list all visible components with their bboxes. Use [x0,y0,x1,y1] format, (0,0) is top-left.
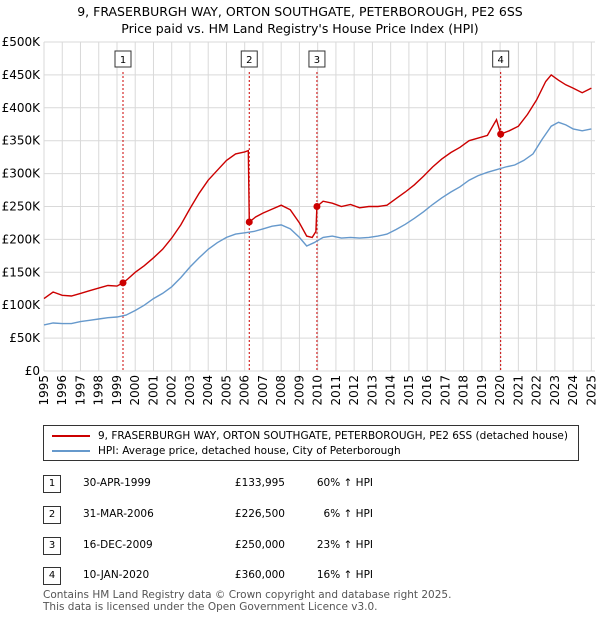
x-tick-label: 2004 [201,375,215,406]
sale-price: £250,000 [234,539,285,551]
sale-hpi-change: 23% ↑ HPI [316,539,373,551]
x-tick-label: 2003 [183,375,197,406]
sale-marker-label: 4 [497,55,503,66]
legend: 9, FRASERBURGH WAY, ORTON SOUTHGATE, PET… [43,425,579,461]
sale-marker-box [114,50,132,68]
x-tick-label: 1999 [110,375,124,406]
chart-grid [43,41,595,372]
chart-title: 9, FRASERBURGH WAY, ORTON SOUTHGATE, PET… [0,3,600,37]
price-chart: 1 2 3 4 £0 £50K £100K £150K £200K £250K £300K £350… [2,35,599,406]
x-tick-label: 2014 [384,375,398,406]
y-tick-label: £100K [2,298,42,312]
y-tick-label: £350K [2,134,42,148]
y-tick-label: £0 [25,364,40,378]
y-tick-label: £250K [2,200,42,214]
x-tick-label: 2000 [128,375,142,406]
y-axis-ticks: £0 £50K £100K £150K £200K £250K £300K £350K £400… [2,35,42,378]
x-tick-label: 2008 [274,375,288,406]
y-tick-label: £150K [2,265,42,279]
footer-line2: This data is licensed under the Open Gov… [43,601,378,613]
sale-date: 16-DEC-2009 [83,539,153,551]
sale-hpi-change: 16% ↑ HPI [316,569,373,581]
x-tick-label: 2006 [238,375,252,406]
chart-title-line1: 9, FRASERBURGH WAY, ORTON SOUTHGATE, PET… [77,4,523,19]
series-line-hpi [43,121,592,326]
sale-point [497,130,505,138]
x-tick-label: 2005 [219,375,233,406]
sale-price: £226,500 [234,508,285,520]
x-tick-label: 1995 [37,375,51,406]
x-tick-label: 2010 [311,375,325,406]
legend-swatch-property [52,435,90,437]
sale-marker-label: 3 [314,55,320,66]
sale-marker-label: 1 [120,55,126,66]
x-tick-label: 1997 [73,375,87,406]
sale-number-badge: 2 [43,506,61,524]
legend-label-property: 9, FRASERBURGH WAY, ORTON SOUTHGATE, PET… [98,430,568,442]
sale-hpi-change: 6% ↑ HPI [323,508,373,520]
footer: Contains HM Land Registry data © Crown c… [43,589,451,613]
x-tick-label: 2016 [420,375,434,406]
sale-number-badge: 1 [43,475,61,493]
legend-item-property: 9, FRASERBURGH WAY, ORTON SOUTHGATE, PET… [52,430,568,442]
legend-item-hpi: HPI: Average price, detached house, City… [52,445,401,457]
sale-date: 31-MAR-2006 [83,508,154,520]
x-tick-label: 2011 [329,375,343,406]
sale-hpi-change: 60% ↑ HPI [316,477,373,489]
y-tick-label: £50K [9,331,41,345]
sale-date: 30-APR-1999 [83,477,151,489]
y-tick-label: £500K [2,35,42,49]
sale-number-badge: 3 [43,537,61,555]
sale-point [245,218,253,226]
x-tick-label: 2007 [256,375,270,406]
sale-points [119,130,505,287]
x-tick-label: 2023 [548,375,562,406]
sale-point [119,279,127,287]
x-tick-label: 2024 [566,375,580,406]
legend-label-hpi: HPI: Average price, detached house, City… [98,445,401,457]
sale-point [313,203,321,210]
x-tick-label: 2020 [493,375,507,406]
footer-line1: Contains HM Land Registry data © Crown c… [43,589,452,601]
y-tick-label: £450K [2,68,42,82]
legend-swatch-hpi [52,450,90,452]
x-tick-label: 2022 [530,375,544,406]
sale-price: £360,000 [234,569,285,581]
y-tick-label: £300K [2,167,42,181]
x-tick-label: 2001 [146,375,160,406]
x-tick-label: 2019 [475,375,489,406]
x-tick-label: 2021 [511,375,525,406]
x-tick-label: 2017 [438,375,452,406]
x-tick-label: 2012 [347,375,361,406]
sale-price: £133,995 [234,477,285,489]
x-tick-label: 1996 [55,375,69,406]
x-tick-label: 1998 [92,375,106,406]
sale-date: 10-JAN-2020 [83,569,150,581]
sale-marker-label: 2 [246,55,252,66]
sale-marker-box [492,50,510,68]
x-axis-ticks: 1995 1996 1997 1998 1999 2000 2001 2002 2003 2004… [37,375,598,406]
y-tick-label: £200K [2,232,42,246]
chart-title-line2: Price paid vs. HM Land Registry's House … [121,21,479,36]
y-tick-label: £400K [2,101,42,115]
x-tick-label: 2009 [292,375,306,406]
x-tick-label: 2018 [457,375,471,406]
sale-marker-box [308,50,326,68]
x-tick-label: 2002 [165,375,179,406]
x-tick-label: 2025 [584,375,598,406]
sale-number-badge: 4 [43,567,61,585]
x-tick-label: 2013 [365,375,379,406]
x-tick-label: 2015 [402,375,416,406]
sale-marker-box [240,50,258,68]
